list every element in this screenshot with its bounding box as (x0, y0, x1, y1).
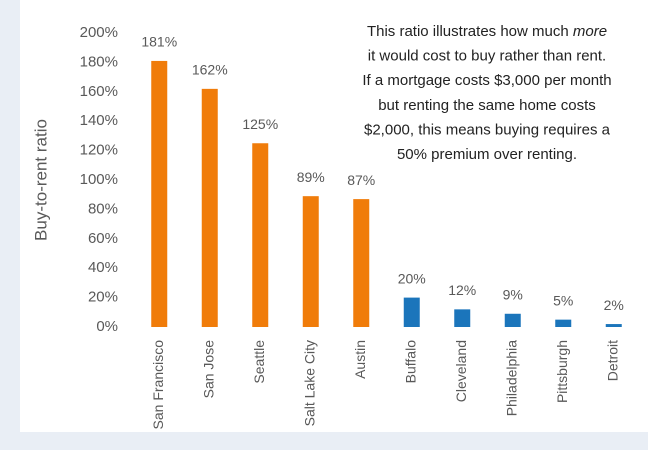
data-label: 181% (141, 34, 177, 50)
y-tick-label: 160% (80, 83, 118, 100)
annotation-text: If a mortgage costs $3,000 per month (362, 72, 611, 89)
data-label: 125% (242, 116, 278, 132)
x-tick-label: San Francisco (150, 340, 166, 430)
bar (151, 60, 168, 328)
bar (403, 297, 420, 327)
data-label: 89% (297, 169, 325, 185)
bar (504, 313, 521, 327)
data-label: 87% (347, 172, 375, 188)
bar (454, 309, 471, 327)
annotation-text: $2,000, this means buying requires a (364, 121, 611, 138)
annotation-line: $2,000, this means buying requires a (364, 121, 611, 138)
data-label: 9% (503, 286, 523, 302)
bar (605, 324, 622, 327)
y-tick-label: 20% (88, 289, 118, 306)
annotation-text: but renting the same home costs (378, 97, 596, 114)
x-tick-label: Austin (352, 340, 368, 379)
x-tick-label: Seattle (251, 340, 267, 384)
x-tick-label: San Jose (200, 340, 216, 399)
bar (302, 196, 319, 327)
data-label: 2% (604, 297, 624, 313)
y-tick-label: 120% (80, 142, 118, 159)
y-tick-label: 180% (80, 53, 118, 70)
x-tick-label: Detroit (604, 340, 620, 381)
y-tick-label: 0% (96, 318, 118, 335)
data-label: 12% (448, 282, 476, 298)
x-tick-label: Philadelphia (503, 340, 519, 416)
bar (555, 319, 572, 327)
bar (252, 143, 269, 327)
annotation-line: but renting the same home costs (378, 97, 596, 114)
y-tick-label: 100% (80, 171, 118, 188)
data-label: 162% (192, 62, 228, 78)
bar (201, 88, 218, 327)
annotation-text: it would cost to buy rather than rent. (368, 48, 606, 65)
x-tick-label: Cleveland (453, 340, 469, 402)
y-tick-label: 200% (80, 24, 118, 41)
annotation-line: 50% premium over renting. (397, 146, 577, 163)
annotation-line: If a mortgage costs $3,000 per month (362, 72, 611, 89)
annotation-text: This ratio illustrates how much (367, 23, 573, 40)
y-tick-label: 40% (88, 259, 118, 276)
annotation-text: more (573, 23, 607, 40)
y-tick-label: 80% (88, 200, 118, 217)
data-label: 20% (398, 270, 426, 286)
y-axis-label: Buy-to-rent ratio (31, 119, 50, 241)
data-label: 5% (553, 292, 573, 308)
x-tick-label: Buffalo (402, 340, 418, 384)
annotation-line: This ratio illustrates how much more (367, 23, 607, 40)
y-tick-label: 60% (88, 230, 118, 247)
x-tick-label: Salt Lake City (301, 340, 317, 426)
annotation-line: it would cost to buy rather than rent. (368, 48, 606, 65)
annotation-text: 50% premium over renting. (397, 146, 577, 163)
x-tick-label: Pittsburgh (554, 340, 570, 403)
bar (353, 199, 370, 327)
y-tick-label: 140% (80, 112, 118, 129)
plot-panel (20, 0, 648, 432)
